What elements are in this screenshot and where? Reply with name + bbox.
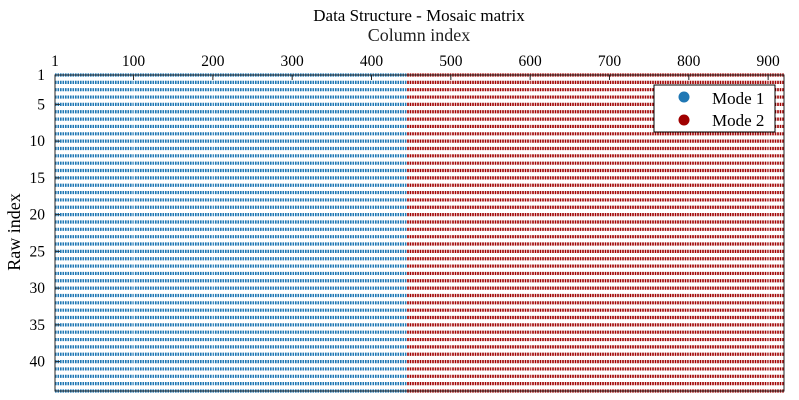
y-tick-label: 10	[30, 133, 46, 150]
axes-box	[54, 74, 785, 392]
x-tick-label: 1	[51, 53, 59, 70]
y-tick-label: 15	[30, 170, 46, 187]
x-tick-label: 500	[439, 53, 463, 70]
axes: 1 100 200 300 400 500 600 700 800 900151015202530…	[30, 53, 785, 392]
legend: Mode 1 Mode 2	[653, 84, 776, 133]
y-tick-label: 20	[30, 207, 46, 224]
x-tick-label: 800	[677, 53, 701, 70]
y-tick-label: 1	[37, 67, 45, 84]
x-tick-label: 200	[201, 53, 225, 70]
y-tick-label: 25	[30, 243, 46, 260]
plot-area	[55, 73, 784, 393]
y-axis-label: Raw index	[4, 193, 24, 270]
x-tick-label: 400	[360, 53, 384, 70]
legend-marker-mode-2	[678, 114, 690, 126]
y-tick-label: 5	[37, 96, 45, 113]
y-tick-label: 30	[30, 280, 46, 297]
chart-title: Data Structure - Mosaic matrix	[313, 6, 525, 25]
x-tick-label: 100	[122, 53, 146, 70]
y-tick-label: 35	[30, 317, 46, 334]
x-tick-label: 700	[598, 53, 622, 70]
legend-label-mode-2: Mode 2	[712, 111, 764, 130]
legend-marker-mode-1	[678, 91, 690, 103]
x-tick-label: 600	[519, 53, 543, 70]
legend-label-mode-1: Mode 1	[712, 89, 764, 108]
x-tick-label: 900	[757, 53, 781, 70]
x-axis-label: Column index	[368, 25, 471, 45]
legend-box	[653, 84, 776, 133]
y-tick-label: 40	[30, 354, 46, 371]
x-tick-label: 300	[281, 53, 305, 70]
